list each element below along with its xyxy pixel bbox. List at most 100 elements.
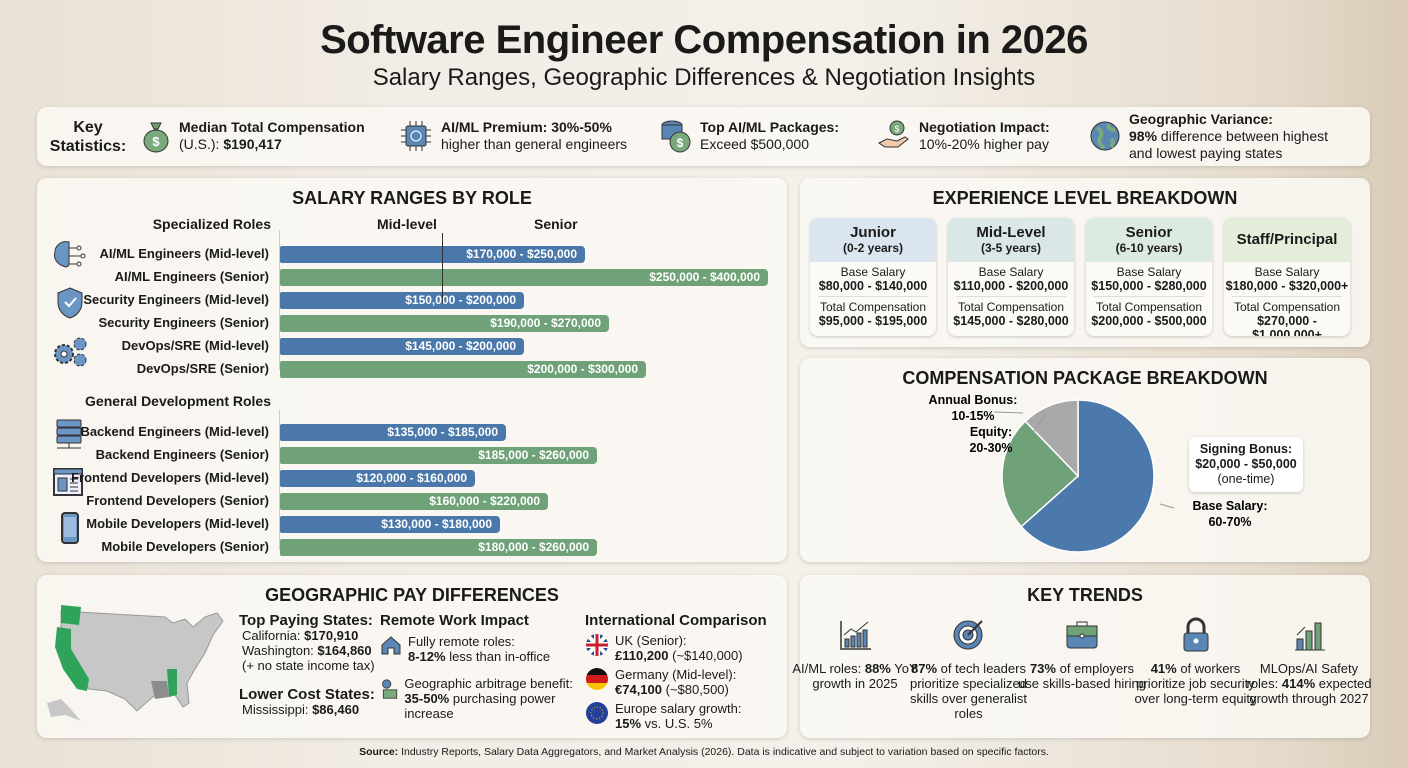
stat-negotiation: $ Negotiation Impact: 10%-20% higher pay (877, 119, 1050, 153)
salary-bar-mid: $170,000 - $250,000 (280, 246, 585, 263)
california-state (55, 627, 89, 691)
role-label: AI/ML Engineers (Mid-level) (99, 246, 269, 261)
salary-bar-mid: $150,000 - $200,000 (280, 292, 524, 309)
remote-rest: purchasing power increase (404, 691, 556, 721)
us-map-mainland (60, 610, 224, 712)
page-title: Software Engineer Compensation in 2026 (320, 18, 1088, 62)
base-value: $150,000 - $280,000 (1091, 279, 1207, 293)
total-value: $270,000 - $1,000,000+ (1252, 314, 1322, 336)
intl-rest: vs. U.S. 5% (641, 716, 713, 731)
remote-text: Geographic arbitrage benefit: (404, 676, 573, 691)
uk-flag-icon (586, 634, 608, 656)
role-label: Security Engineers (Senior) (98, 315, 270, 330)
geographic-panel: GEOGRAPHIC PAY DIFFERENCES Top Paying St… (37, 575, 787, 738)
trend-post: expected growth through 2027 (1249, 676, 1372, 706)
salary-chart-title: SALARY RANGES BY ROLE (292, 188, 532, 208)
trend-text: MLOps/AI Safety roles: 414% expected gro… (1239, 661, 1379, 706)
base-value: $80,000 - $140,000 (818, 279, 928, 293)
page-subtitle: Salary Ranges, Geographic Differences & … (372, 64, 1036, 91)
base-salary: Base Salary $80,000 - $140,000 (810, 262, 936, 293)
intl-text: Europe salary growth: (615, 701, 742, 716)
intl-text: Germany (Mid-level): (615, 667, 737, 682)
salary-bar-mid: $135,000 - $185,000 (280, 424, 506, 441)
stat-text: difference between highest and lowest pa… (1129, 128, 1329, 161)
trend-post: YoY growth in 2025 (812, 661, 918, 691)
total-comp: Total Compensation $200,000 - $500,000 (1086, 297, 1212, 328)
eu-flag-icon (586, 702, 608, 724)
pie-slice (1020, 399, 1155, 553)
alaska (47, 699, 81, 721)
svg-text:$: $ (152, 134, 160, 149)
top-paying-heading: Top Paying States: (239, 612, 373, 629)
level-divider (442, 233, 443, 303)
top-paying-states: Top Paying States: California: $170,910 … (239, 613, 375, 673)
trend-value: 41% (1150, 661, 1177, 676)
total-comp: Total Compensation $270,000 - $1,000,000+ (1224, 297, 1350, 336)
role-label: DevOps/SRE (Senior) (136, 361, 269, 376)
bar-growth-icon (1295, 622, 1325, 651)
level-years: (3-5 years) (980, 241, 1042, 255)
role-label: Mobile Developers (Senior) (101, 539, 269, 554)
trend-item: MLOps/AI Safety roles: 414% expected gro… (1239, 617, 1379, 706)
shield-icon (57, 287, 83, 319)
target-icon (953, 620, 983, 650)
money-exchange-icon (382, 679, 398, 699)
total-label: Total Compensation (819, 300, 927, 314)
divider (956, 296, 1066, 297)
axis-line-general (279, 410, 280, 550)
signing-bonus-callout: Signing Bonus: $20,000 - $50,000 (one-ti… (1189, 437, 1303, 492)
card-header: Junior (0-2 years) (810, 218, 936, 262)
total-value: $145,000 - $280,000 (953, 314, 1069, 328)
trend-item: AI/ML roles: 88% YoY growth in 2025 (785, 617, 925, 691)
signing-bonus-title: Signing Bonus: (1199, 442, 1293, 456)
stat-median: $ Median Total Compensation (U.S.): $190,… (141, 119, 365, 153)
intl-text: UK (Senior): (615, 633, 687, 648)
trend-pre: MLOps/AI Safety roles: (1246, 661, 1359, 691)
stat-aiml-premium: AI/ML Premium: 30%-50% higher than genera… (399, 119, 627, 153)
intl-value: 15% (615, 716, 642, 731)
role-label: Backend Engineers (Senior) (95, 447, 269, 462)
state-note: (+ no state income tax) (242, 658, 375, 673)
state-value: $164,860 (317, 643, 372, 658)
base-value: $110,000 - $200,000 (953, 279, 1069, 293)
intl-value: £110,200 (615, 648, 669, 663)
remote-heading: Remote Work Impact (380, 612, 529, 629)
pie-leader-line (1032, 414, 1046, 434)
trend-text: 87% of tech leaders prioritize specializ… (899, 661, 1039, 721)
base-label: Base Salary (840, 265, 906, 279)
role-label: AI/ML Engineers (Senior) (114, 269, 269, 284)
trend-item: 41% of workers prioritize job security o… (1126, 617, 1266, 706)
pie-label-name: Equity: (970, 425, 1012, 439)
stat-top-packages: $ Top AI/ML Packages: Exceed $500,000 (660, 119, 839, 153)
stat-title: AI/ML Premium: 30%-50% (441, 119, 612, 135)
geo-title: GEOGRAPHIC PAY DIFFERENCES (265, 585, 559, 605)
role-label: Mobile Developers (Mid-level) (86, 516, 269, 531)
trend-value: 88% (864, 661, 891, 676)
total-value: $200,000 - $500,000 (1091, 314, 1207, 328)
base-label: Base Salary (1254, 265, 1320, 279)
signing-bonus-sub: (one-time) (1217, 472, 1275, 486)
remote-text: Fully remote roles: (408, 634, 515, 649)
compensation-pie-chart: Base Salary: 60-70% Equity: 20-30% Annual Bo… (929, 393, 1268, 553)
base-label: Base Salary (978, 265, 1044, 279)
base-salary: Base Salary $150,000 - $280,000 (1086, 262, 1212, 293)
trend-item: 73% of employers use skills-based hiring (1012, 617, 1152, 691)
stat-text: (U.S.): (179, 136, 224, 152)
salary-bar-mid: $145,000 - $200,000 (280, 338, 524, 355)
experience-title: EXPERIENCE LEVEL BREAKDOWN (932, 188, 1238, 208)
svg-text:$: $ (894, 124, 899, 134)
column-header-senior: Senior (534, 216, 578, 232)
trends-title: KEY TRENDS (1027, 585, 1143, 605)
salary-bar-senior: $200,000 - $300,000 (280, 361, 646, 378)
level-name: Mid-Level (976, 224, 1046, 241)
key-stats-label: Key Statistics: (49, 119, 127, 155)
international-comparison: International Comparison UK (Senior): £11… (585, 613, 780, 731)
gears-icon (54, 337, 87, 367)
trend-item: 87% of tech leaders prioritize specializ… (899, 617, 1039, 721)
pie-label-name: Base Salary: (1192, 499, 1267, 513)
remote-value: 35-50% (404, 691, 450, 706)
trend-value: 414% (1281, 676, 1316, 691)
total-label: Total Compensation (1095, 300, 1203, 314)
divider (818, 296, 928, 297)
growth-chart-icon (840, 621, 871, 650)
